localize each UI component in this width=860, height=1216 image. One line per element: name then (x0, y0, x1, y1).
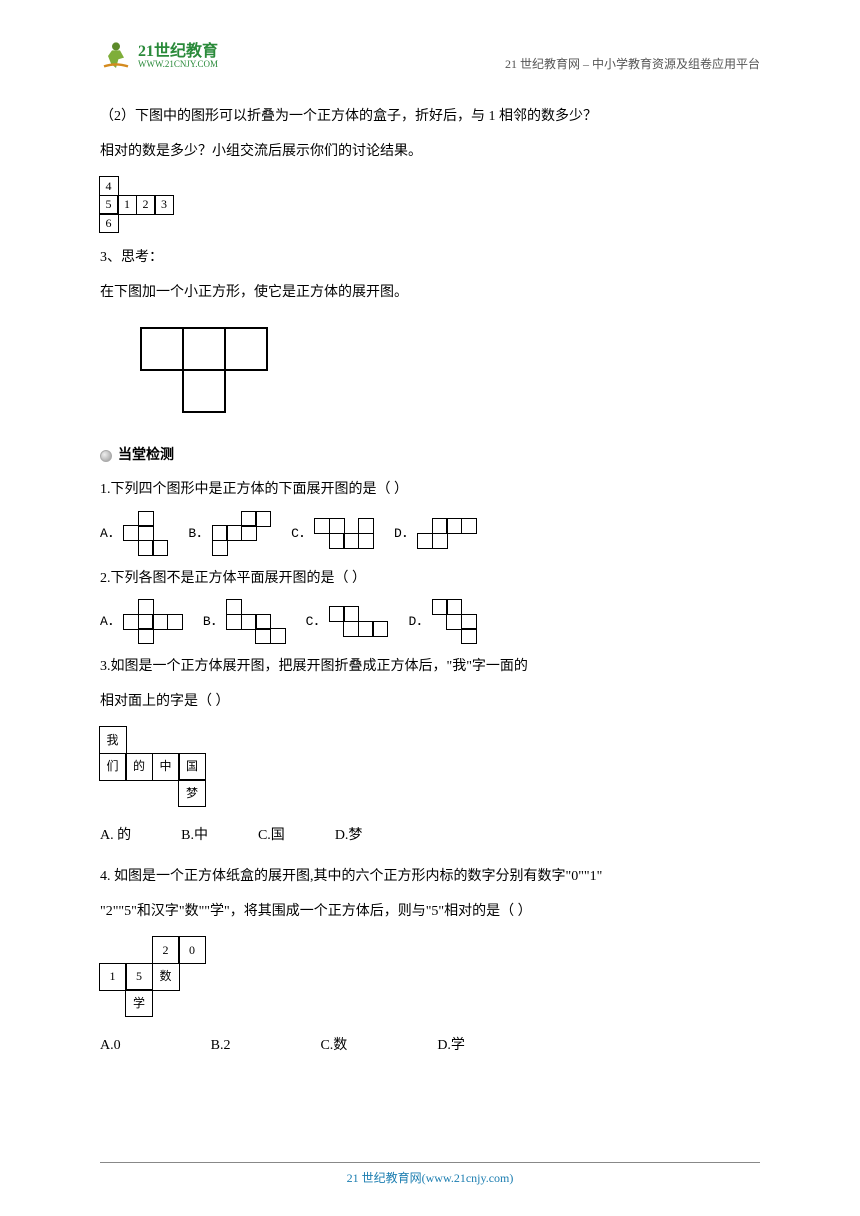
p2-opt-b (228, 601, 286, 645)
q2-net: 4 5 1 2 3 6 (100, 178, 174, 234)
section-header: 当堂检测 (100, 441, 760, 472)
p3-net: 我 们 的 中 国 梦 (100, 728, 206, 808)
p1-text: 1.下列四个图形中是正方体的下面展开图的是（ ） (100, 475, 760, 506)
p3-text-options: A. 的 B.中 C.国 D.梦 (100, 821, 760, 852)
runner-icon (100, 40, 132, 72)
q3-text: 在下图加一个小正方形，使它是正方体的展开图。 (100, 278, 760, 309)
p4-line1: 4. 如图是一个正方体纸盒的展开图,其中的六个正方形内标的数字分别有数字"0""… (100, 862, 760, 893)
header-right-text: 21 世纪教育网 – 中小学教育资源及组卷应用平台 (505, 55, 760, 72)
page-header: 21世纪教育 WWW.21CNJY.COM 21 世纪教育网 – 中小学教育资源… (100, 40, 760, 72)
q3-head: 3、思考： (100, 243, 760, 274)
logo: 21世纪教育 WWW.21CNJY.COM (100, 40, 218, 72)
logo-subtitle: WWW.21CNJY.COM (138, 60, 218, 69)
p4-line2: "2""5"和汉字"数""学"，将其围成一个正方体后，则与"5"相对的是（ ） (100, 897, 760, 928)
p2-opt-c (330, 608, 388, 637)
content-body: （2）下图中的图形可以折叠为一个正方体的盒子，折好后，与 1 相邻的数多少？ 相… (100, 102, 760, 1062)
p4-text-options: A.0 B.2 C.数 D.学 (100, 1031, 760, 1062)
logo-title: 21世纪教育 (138, 44, 218, 60)
p1-opt-d (419, 520, 477, 549)
section-title: 当堂检测 (118, 441, 174, 472)
p2-opt-d (433, 601, 477, 645)
p4-net: 2 0 1 5 数 学 (100, 938, 206, 1018)
page-footer: 21 世纪教育网(www.21cnjy.com) (100, 1162, 760, 1186)
p3-line2: 相对面上的字是（ ） (100, 687, 760, 718)
p2-text: 2.下列各图不是正方体平面展开图的是（ ） (100, 564, 760, 595)
q3-net (100, 329, 268, 413)
p2-options: A． B． C． D． (100, 601, 760, 645)
p1-options: A． B． C． D． (100, 512, 760, 556)
q2-line1: （2）下图中的图形可以折叠为一个正方体的盒子，折好后，与 1 相邻的数多少？ (100, 102, 760, 133)
p1-opt-b (213, 512, 271, 556)
p2-opt-a (125, 601, 183, 645)
p1-opt-c (316, 520, 374, 549)
bullet-icon (100, 450, 112, 462)
p3-line1: 3.如图是一个正方体展开图，把展开图折叠成正方体后，"我"字一面的 (100, 652, 760, 683)
p1-opt-a (125, 512, 169, 556)
q2-line2: 相对的数是多少？小组交流后展示你们的讨论结果。 (100, 137, 760, 168)
